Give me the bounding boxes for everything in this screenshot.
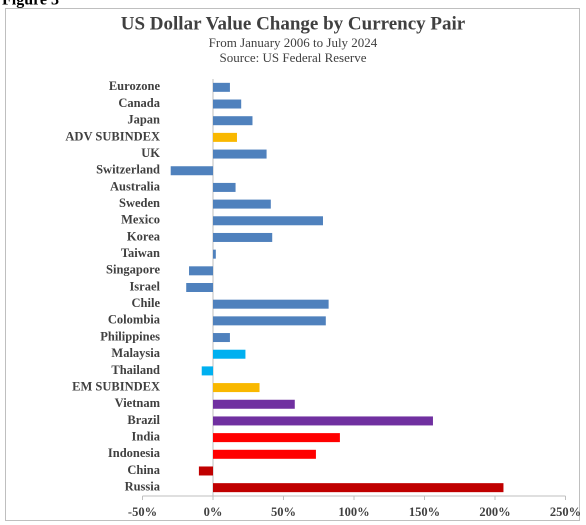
y-tick-label: Malaysia (111, 346, 160, 360)
bar (213, 99, 242, 109)
bar (213, 132, 237, 142)
y-tick-label: Vietnam (115, 396, 161, 410)
y-tick-label: Canada (118, 96, 160, 110)
y-tick-label: ADV SUBINDEX (65, 129, 160, 143)
bar (186, 283, 213, 292)
bar (189, 266, 213, 276)
bar (213, 199, 271, 209)
x-tick-label: 200% (479, 505, 510, 519)
bar (213, 483, 504, 493)
chart-border (5, 8, 580, 521)
y-tick-label: UK (141, 146, 160, 160)
bar (213, 82, 230, 92)
y-tick-label: Philippines (100, 329, 160, 343)
y-tick-label: Mexico (121, 213, 160, 227)
bar (213, 116, 253, 126)
bar (213, 299, 329, 309)
bar (213, 232, 273, 242)
bar (213, 249, 216, 259)
y-tick-label: Sweden (119, 196, 160, 210)
bar (213, 149, 267, 159)
y-tick-label: Chile (132, 296, 161, 310)
y-tick-label: EM SUBINDEX (72, 379, 160, 393)
bar (213, 349, 246, 359)
y-tick-label: China (127, 463, 160, 477)
bar (213, 182, 236, 192)
x-tick-label: 100% (338, 505, 369, 519)
y-tick-label: Switzerland (96, 163, 160, 177)
y-tick-label: Russia (125, 480, 161, 494)
y-tick-label: Eurozone (109, 79, 161, 93)
bar (201, 366, 213, 376)
bar (213, 316, 326, 326)
y-tick-label: Singapore (106, 263, 160, 277)
bar (213, 416, 433, 426)
bar (213, 216, 323, 226)
y-tick-label: India (132, 429, 161, 443)
chart-subtitle: From January 2006 to July 2024 (209, 35, 378, 50)
bar (213, 383, 260, 393)
bar (213, 433, 340, 443)
y-tick-label: Japan (127, 113, 160, 127)
x-tick-label: 250% (550, 505, 581, 519)
x-tick-label: 150% (409, 505, 440, 519)
chart-source: Source: US Federal Reserve (220, 50, 367, 65)
chart-title: US Dollar Value Change by Currency Pair (121, 13, 466, 34)
y-tick-label: Colombia (108, 313, 161, 327)
bar (198, 466, 213, 476)
y-tick-label: Taiwan (121, 246, 160, 260)
y-tick-label: Australia (110, 179, 161, 193)
y-tick-label: Korea (127, 229, 161, 243)
x-tick-label: -50% (128, 505, 157, 519)
y-tick-label: Thailand (111, 363, 160, 377)
bar (213, 449, 316, 459)
y-tick-label: Israel (129, 279, 160, 293)
figure-label: Figure 3 (2, 0, 59, 9)
bar (213, 399, 295, 409)
bar (170, 166, 213, 176)
bar (213, 333, 230, 343)
y-tick-label: Indonesia (108, 446, 161, 460)
x-tick-label: 0% (204, 505, 223, 519)
y-tick-label: Brazil (127, 413, 160, 427)
x-tick-label: 50% (271, 505, 296, 519)
